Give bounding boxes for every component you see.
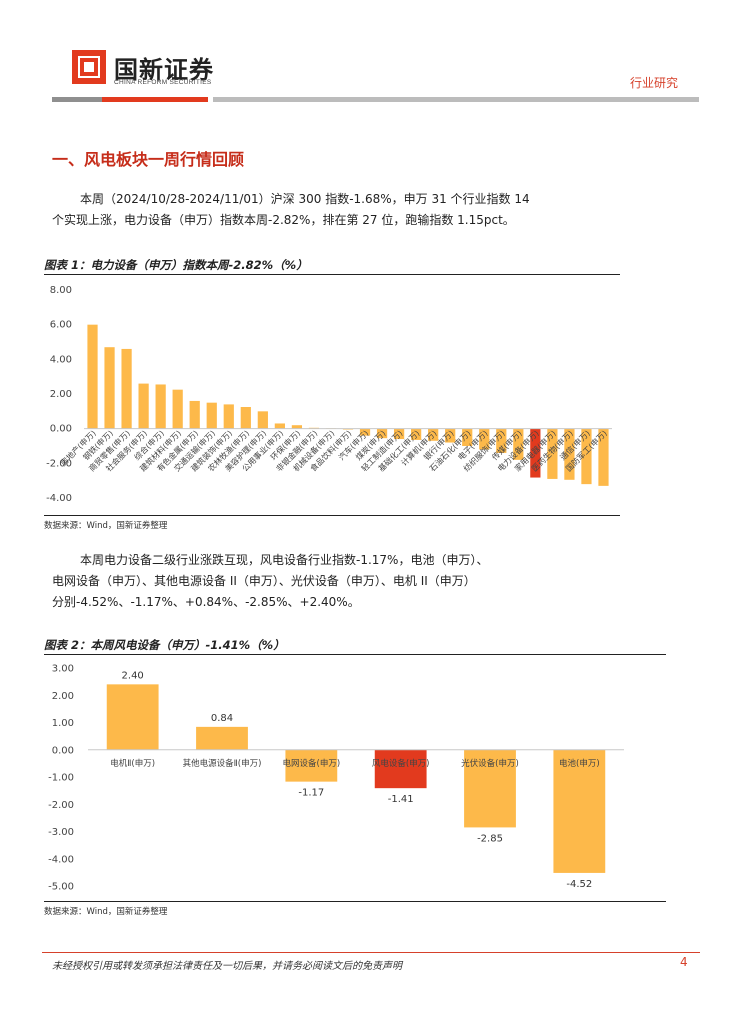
figure-2-source: 数据来源：Wind，国新证券整理 <box>44 907 168 917</box>
figure-1-source: 数据来源：Wind，国新证券整理 <box>44 521 168 531</box>
figure-2-top-rule <box>44 654 666 655</box>
figure-1-title: 图表 1：电力设备（申万）指数本周-2.82%（%） <box>44 258 308 272</box>
section-title: 一、风电板块一周行情回顾 <box>52 150 245 169</box>
bar <box>121 348 132 429</box>
bar <box>376 428 388 439</box>
x-tick-label: 电网设备(申万) <box>283 758 341 769</box>
bar <box>393 428 405 440</box>
paragraph-2-line-2: 电网设备（申万）、其他电源设备 II（申万）、光伏设备（申万）、电机 II（申万… <box>52 574 476 588</box>
chart-2: 3.00 2.00 1.00 0.00 -1.00 -2.00 -3.00 -4.00 -5.0… <box>48 664 624 893</box>
bar <box>223 404 234 429</box>
header-bar-gray <box>213 97 699 102</box>
y-tick-label: 2.00 <box>50 389 72 400</box>
bar <box>240 407 251 429</box>
bar <box>598 428 609 486</box>
bar <box>172 389 183 429</box>
logo-subtext: CHINA REFORM SECURITIES <box>114 79 212 86</box>
y-tick-label: -1.00 <box>48 773 74 784</box>
bar <box>464 749 516 828</box>
bar <box>291 425 303 429</box>
y-tick-label: 4.00 <box>50 354 72 365</box>
y-tick-label: 3.00 <box>52 664 74 675</box>
bar <box>87 324 98 429</box>
report-type: 行业研究 <box>630 76 679 90</box>
bar <box>564 428 575 480</box>
y-tick-label: -4.00 <box>46 493 72 504</box>
bar <box>359 428 371 436</box>
y-tick-label: -3.00 <box>48 827 74 838</box>
y-tick-label: 0.00 <box>52 745 74 756</box>
footer-disclaimer: 未经授权引用或转发须承担法律责任及一切后果，并请务必阅读文后的免责声明 <box>52 961 402 972</box>
bar <box>106 684 159 750</box>
figure-1-bottom-rule <box>44 515 620 516</box>
x-tick-label: 光伏设备(申万) <box>461 758 519 769</box>
y-tick-label: -4.00 <box>48 854 74 865</box>
bar <box>104 347 115 429</box>
bar <box>428 428 439 441</box>
x-tick-label: 其他电源设备Ⅱ(申万) <box>183 758 262 769</box>
bar <box>274 423 285 429</box>
bar <box>257 411 268 429</box>
paragraph-1-line-2: 个实现上涨，电力设备（申万）指数本周-2.82%，排在第 27 位，跑输指数 1… <box>52 213 515 227</box>
bar <box>374 749 427 789</box>
y-tick-label: -2.00 <box>48 800 74 811</box>
bar <box>155 384 166 429</box>
bar <box>189 400 200 429</box>
header-bar-red <box>102 97 208 102</box>
paragraph-1-line-1: 本周（2024/10/28-2024/11/01）沪深 300 指数-1.68%… <box>80 192 530 206</box>
data-label: 2.40 <box>122 670 144 681</box>
figure-2-bottom-rule <box>44 901 666 902</box>
bar <box>285 749 338 782</box>
bar <box>553 749 606 873</box>
figure-1-top-rule <box>44 274 620 275</box>
paragraph-2-line-1: 本周电力设备二级行业涨跌互现，风电设备行业指数-1.17%，电池（申万）、 <box>80 553 489 567</box>
bar <box>206 402 217 429</box>
y-tick-label: -5.00 <box>48 882 74 893</box>
data-label: -1.17 <box>298 788 324 799</box>
data-label: -4.52 <box>566 879 592 890</box>
figure-2-title: 图表 2：本周风电设备（申万）-1.41%（%） <box>44 638 285 652</box>
bar <box>496 428 507 453</box>
header-bar-dark <box>52 97 102 102</box>
bar <box>530 428 541 478</box>
x-tick-label: 风电设备(申万) <box>372 758 430 769</box>
footer-rule <box>42 952 700 953</box>
logo-icon <box>72 50 106 84</box>
x-tick-label: 电池(申万) <box>559 758 600 769</box>
bar <box>445 428 456 443</box>
y-tick-label: 6.00 <box>50 320 72 331</box>
bar <box>581 428 592 485</box>
paragraph-2-line-3: 分别-4.52%、-1.17%、+0.84%、-2.85%、+2.40%。 <box>52 595 360 609</box>
chart-1: 8.006.004.002.000.00-2.00-4.00房地产(申万)钢铁(… <box>46 285 612 504</box>
bar <box>462 428 473 446</box>
y-tick-label: 2.00 <box>52 691 74 702</box>
data-label: 0.84 <box>211 713 233 724</box>
bar <box>479 428 490 450</box>
bar <box>138 383 149 429</box>
y-tick-label: 1.00 <box>52 718 74 729</box>
page-number: 4 <box>680 955 688 969</box>
bar <box>513 428 524 460</box>
bar <box>547 428 558 479</box>
data-label: -2.85 <box>477 833 503 844</box>
y-tick-label: 0.00 <box>50 424 72 435</box>
y-tick-label: 8.00 <box>50 285 72 296</box>
logo-text: 国新证券 <box>114 56 214 84</box>
x-tick-label: 电机Ⅱ(申万) <box>110 758 155 769</box>
bar <box>411 428 422 440</box>
y-tick-label: -2.00 <box>46 458 72 469</box>
data-label: -1.41 <box>388 794 414 805</box>
bar <box>196 726 248 750</box>
